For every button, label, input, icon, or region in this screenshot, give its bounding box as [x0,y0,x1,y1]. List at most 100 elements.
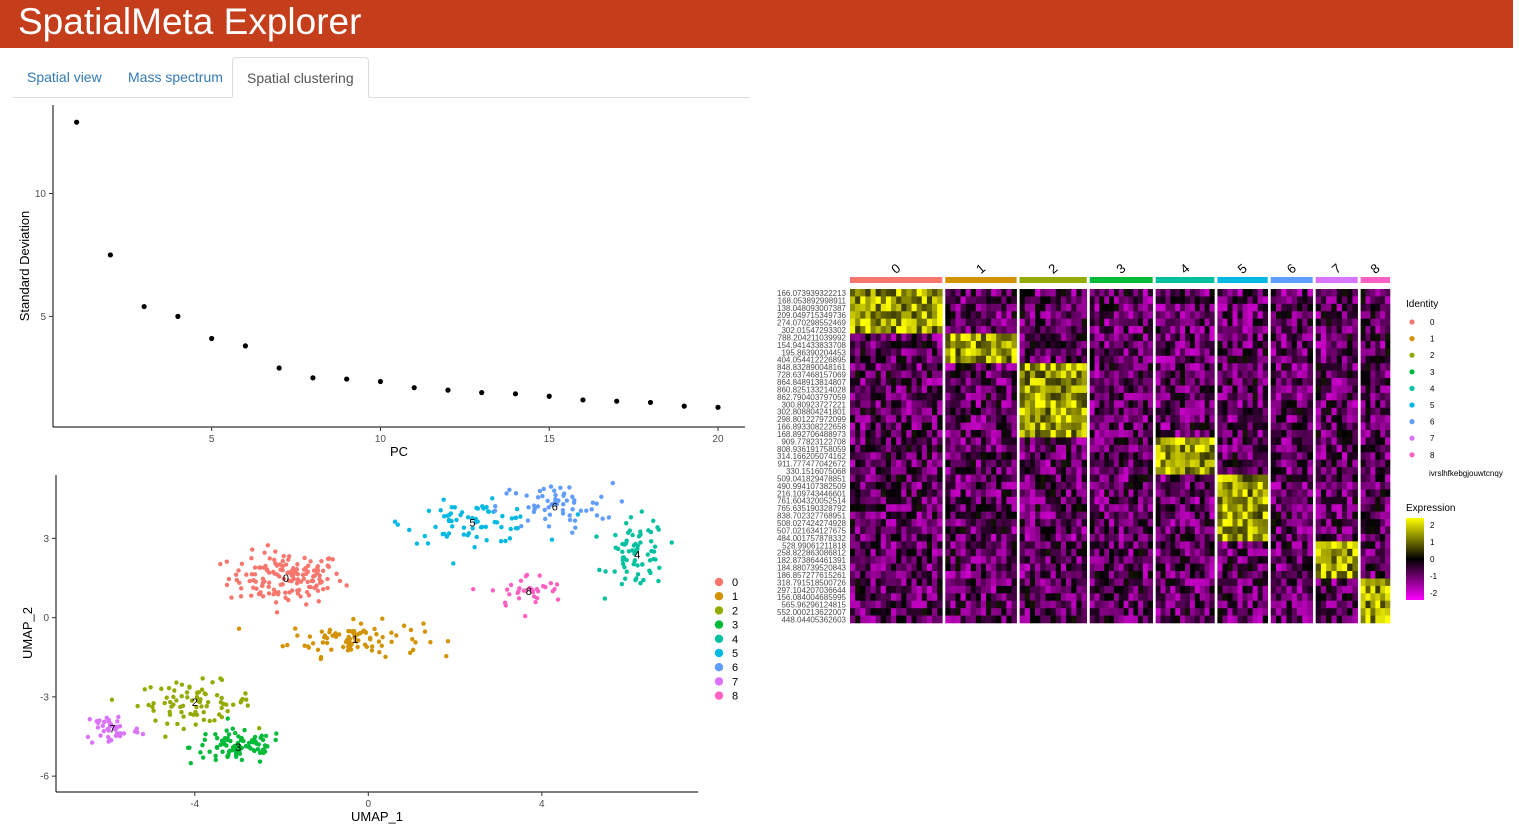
heatmap-cell [1326,415,1332,423]
umap-point [514,506,520,512]
heatmap-cell [1104,504,1110,512]
heatmap-cell [970,370,977,379]
heatmap-cell [1185,452,1191,461]
heatmap-cell [1001,326,1007,334]
heatmap-cell [991,526,997,535]
heatmap-cell [860,392,866,401]
heatmap-cell [1089,289,1095,297]
heatmap-cell [1341,385,1348,394]
heatmap-cell [1275,504,1282,512]
umap-point [109,697,115,702]
heatmap-cell [1045,511,1051,520]
heatmap-cell [875,563,882,572]
heatmap-cell [1194,489,1200,498]
heatmap-cell [1296,348,1303,357]
heatmap-cell [850,519,856,527]
heatmap-cell [1011,385,1017,394]
heatmap-cell [1204,385,1210,394]
heatmap-cell [1040,541,1046,550]
heatmap-cell [1194,459,1200,468]
umap-point [369,648,375,653]
umap-point [201,710,206,715]
heatmap-cell [1160,541,1166,550]
heatmap-cell [1252,444,1258,453]
heatmap-cell [1222,489,1228,498]
heatmap-cell [1060,385,1067,394]
heatmap-cell [1194,303,1200,312]
heatmap-cell [901,519,907,527]
heatmap-cell [1189,444,1196,453]
tab-spatial-clustering[interactable]: Spatial clustering [232,57,369,98]
heatmap-cell [1104,378,1110,386]
heatmap-cell [965,615,972,624]
heatmap-cell [1089,459,1095,468]
heatmap-cell [1142,422,1149,431]
heatmap-cell [960,563,966,572]
heatmap-cell [1222,548,1228,557]
heatmap-cell [1050,496,1057,505]
heatmap-cell [880,370,887,379]
heatmap-cell [1060,608,1067,616]
tab-mass-spectrum[interactable]: Mass spectrum [128,69,223,85]
heatmap-cell [1060,400,1067,409]
heatmap-cell [1222,541,1228,550]
heatmap-cell [1011,311,1017,319]
heatmap-cell [865,444,871,453]
heatmap-cell [885,392,892,401]
umap-point [251,748,257,753]
heatmap-cell [921,571,928,579]
heatmap-cell [937,571,943,579]
heatmap-cell [1307,585,1313,594]
heatmap-cell [1170,504,1176,512]
heatmap-cell [1227,378,1233,386]
heatmap-cell [991,289,997,297]
heatmap-cell [1270,318,1277,327]
heatmap-cell [1060,415,1067,423]
heatmap-cell [1352,318,1358,327]
heatmap-cell [932,511,938,520]
heatmap-cell [1302,608,1308,616]
heatmap-cell [937,533,943,542]
tab-spatial-view[interactable]: Spatial view [27,69,102,85]
heatmap-cell [1118,608,1124,616]
heatmap-cell [1209,459,1215,468]
heatmap-cell [1066,526,1072,535]
heatmap-cell [1194,608,1200,616]
umap-point [613,532,618,538]
heatmap-cell [870,578,876,587]
heatmap-cell [1128,437,1134,446]
heatmap-cell [1199,437,1205,446]
heatmap-cell [1133,467,1139,475]
heatmap-cell [1029,481,1036,490]
heatmap-cell [1175,504,1181,512]
heatmap-cell [880,571,887,579]
heatmap-cell [960,289,966,297]
heatmap-cell [1160,296,1166,305]
heatmap-cell [1123,585,1129,594]
elbow-y-tick: 10 [35,189,47,200]
heatmap-cell [970,600,977,609]
heatmap-cell [1227,355,1233,364]
heatmap-cell [1222,311,1228,319]
heatmap-cell [891,348,897,357]
heatmap-cell [1232,608,1238,616]
heatmap-cell [916,511,923,520]
umap-point [624,557,629,563]
umap-point [100,723,106,729]
heatmap-cell [1199,407,1205,416]
heatmap-cell [1331,496,1337,505]
heatmap-cell [1307,444,1313,453]
heatmap-cell [1019,355,1026,364]
umap-point [102,719,107,725]
heatmap-cell [991,548,997,557]
heatmap-cell [880,363,887,371]
heatmap-cell [1270,407,1277,416]
heatmap-cell [1099,489,1105,498]
heatmap-cell [1045,467,1051,475]
heatmap-cell [1217,363,1223,371]
umap-point [408,627,414,633]
heatmap-cell [980,303,987,312]
heatmap-cell [1326,481,1332,490]
heatmap-cell [1194,355,1200,364]
heatmap-cell [960,333,966,342]
